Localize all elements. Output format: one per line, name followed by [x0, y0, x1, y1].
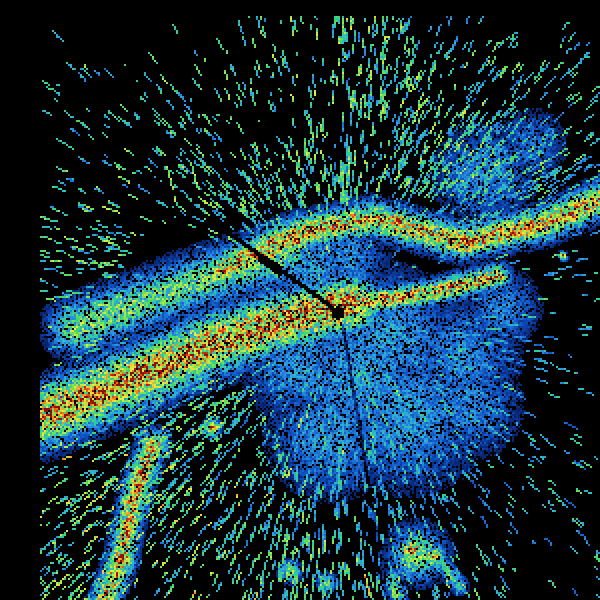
radar-heatmap-canvas [40, 16, 600, 600]
radar-display [40, 16, 600, 600]
